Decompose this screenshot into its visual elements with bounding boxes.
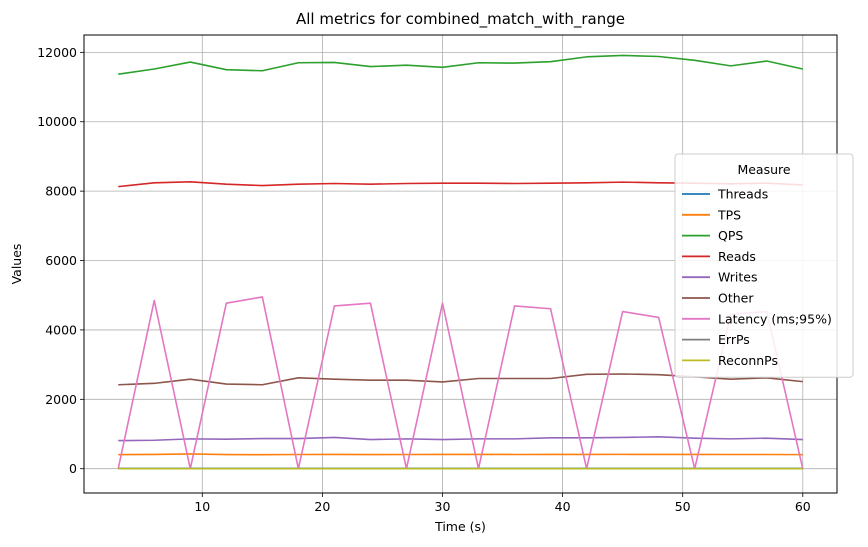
legend-entry-label: Other xyxy=(718,291,754,306)
x-tick-label: 20 xyxy=(314,499,330,514)
legend-entry-label: Writes xyxy=(718,270,758,285)
series-line-tps xyxy=(118,453,803,456)
y-tick-label: 12000 xyxy=(37,45,77,60)
x-tick-label: 40 xyxy=(555,499,571,514)
legend-entry-label: QPS xyxy=(718,228,743,243)
legend-entry-label: Threads xyxy=(717,187,768,202)
y-tick-label: 10000 xyxy=(37,114,77,129)
legend-entry-label: Latency (ms;95%) xyxy=(718,311,832,326)
legend-entry-label: ErrPs xyxy=(718,332,750,347)
x-tick-label: 50 xyxy=(675,499,691,514)
chart-title: All metrics for combined_match_with_rang… xyxy=(296,10,625,29)
series-line-writes xyxy=(118,435,803,442)
x-axis-label: Time (s) xyxy=(434,519,486,534)
legend: Measure Threads TPS QPS Reads Writes Other Late… xyxy=(674,153,854,378)
y-tick-label: 6000 xyxy=(45,253,77,268)
y-tick-label: 2000 xyxy=(45,392,77,407)
series-line-qps xyxy=(118,54,803,76)
legend-entry-label: ReconnPs xyxy=(718,353,778,368)
series-line-latency-ms-95 xyxy=(117,296,804,470)
x-tick-label: 30 xyxy=(435,499,451,514)
legend-entry-label: Reads xyxy=(718,249,756,264)
y-tick-label: 8000 xyxy=(45,184,77,199)
x-tick-label: 10 xyxy=(194,499,210,514)
y-tick-label: 4000 xyxy=(45,322,77,337)
legend-title: Measure xyxy=(737,162,790,177)
axis-ticks: 10 20 30 40 50 60 0 2000 4000 6000 8000 10000 12000 xyxy=(37,45,811,514)
x-tick-label: 60 xyxy=(795,499,811,514)
legend-entry-label: TPS xyxy=(717,207,741,222)
y-axis-label: Values xyxy=(9,244,24,285)
y-tick-label: 0 xyxy=(69,461,77,476)
legend-box xyxy=(674,153,854,378)
